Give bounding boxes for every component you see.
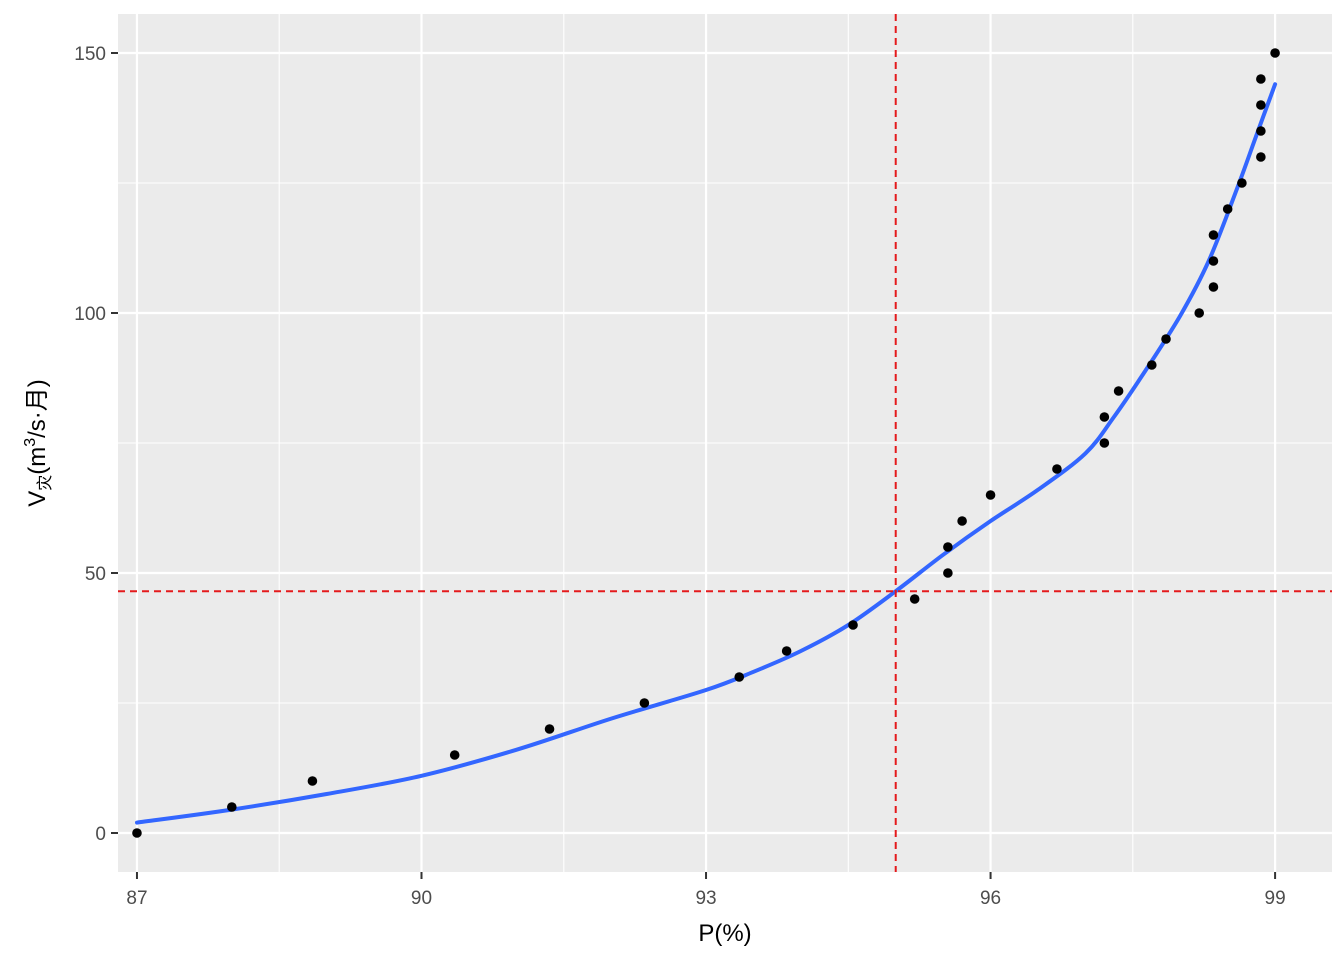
data-point — [1237, 178, 1247, 188]
data-point — [909, 594, 920, 604]
data-point — [781, 646, 792, 656]
data-point — [957, 516, 967, 526]
data-point — [132, 828, 142, 838]
y-axis-title-unit-close: /s·月) — [24, 379, 51, 438]
data-point — [1208, 282, 1219, 292]
data-point — [1256, 152, 1266, 162]
data-points — [132, 48, 1280, 838]
grid-lines — [118, 14, 1332, 872]
data-point — [1052, 464, 1062, 474]
data-point — [734, 672, 745, 682]
data-point — [985, 490, 996, 500]
data-point — [1113, 386, 1124, 396]
x-tick-label: 99 — [1265, 888, 1286, 909]
y-axis-title: V灾(m3/s·月) — [22, 379, 54, 507]
data-point — [1099, 412, 1110, 422]
axis-ticks: 87 90 93 96 99 0 50 100 150 — [74, 44, 1285, 909]
data-point — [848, 620, 858, 630]
x-tick-label: 87 — [126, 888, 147, 909]
data-point — [1194, 308, 1205, 318]
data-point — [1208, 230, 1219, 240]
data-point — [943, 542, 953, 552]
y-tick-label: 0 — [95, 824, 106, 845]
data-point — [1146, 360, 1157, 370]
x-axis-title: P(%) — [698, 920, 751, 947]
data-point — [639, 698, 650, 708]
x-tick-label: 96 — [980, 888, 1001, 909]
data-point — [1256, 126, 1266, 136]
data-point — [1099, 438, 1110, 448]
y-tick-label: 50 — [85, 564, 106, 585]
y-axis-title-unit-open: (m — [24, 447, 51, 475]
data-point — [1222, 204, 1233, 214]
data-point — [1256, 74, 1266, 84]
x-tick-label: 90 — [411, 888, 432, 909]
data-point — [1256, 100, 1266, 110]
y-tick-label: 100 — [74, 304, 106, 325]
data-point — [1161, 334, 1171, 344]
y-tick-label: 150 — [74, 44, 106, 65]
data-point — [307, 776, 318, 786]
data-point — [449, 750, 460, 760]
x-tick-label: 93 — [695, 888, 716, 909]
reference-lines — [118, 14, 1332, 872]
data-point — [1208, 256, 1219, 266]
data-point — [544, 724, 555, 734]
y-axis-title-subscript: 灾 — [36, 475, 54, 491]
data-point — [1270, 48, 1280, 58]
data-point — [943, 568, 953, 578]
y-axis-title-unit-sup: 3 — [22, 438, 39, 447]
y-axis-title-prefix: V — [24, 491, 51, 507]
data-point — [227, 802, 237, 812]
